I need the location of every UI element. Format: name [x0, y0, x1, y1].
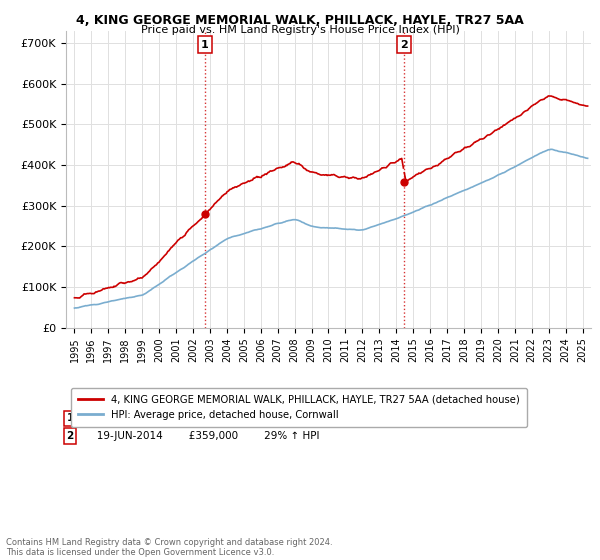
Text: Contains HM Land Registry data © Crown copyright and database right 2024.
This d: Contains HM Land Registry data © Crown c… — [6, 538, 332, 557]
Text: 2: 2 — [400, 40, 408, 50]
Text: Price paid vs. HM Land Registry's House Price Index (HPI): Price paid vs. HM Land Registry's House … — [140, 25, 460, 35]
Text: 17-SEP-2002        £280,000        60% ↑ HPI: 17-SEP-2002 £280,000 60% ↑ HPI — [87, 413, 319, 423]
Text: 1: 1 — [201, 40, 209, 50]
Text: 2: 2 — [67, 431, 74, 441]
Text: 19-JUN-2014        £359,000        29% ↑ HPI: 19-JUN-2014 £359,000 29% ↑ HPI — [87, 431, 320, 441]
Text: 1: 1 — [67, 413, 74, 423]
Text: 4, KING GEORGE MEMORIAL WALK, PHILLACK, HAYLE, TR27 5AA: 4, KING GEORGE MEMORIAL WALK, PHILLACK, … — [76, 14, 524, 27]
Legend: 4, KING GEORGE MEMORIAL WALK, PHILLACK, HAYLE, TR27 5AA (detached house), HPI: A: 4, KING GEORGE MEMORIAL WALK, PHILLACK, … — [71, 388, 527, 427]
